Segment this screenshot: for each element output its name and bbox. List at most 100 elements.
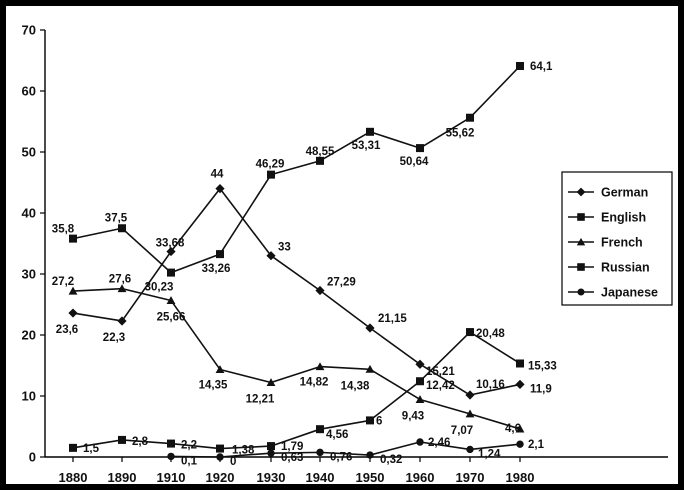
data-label: 14,38: [341, 380, 370, 392]
data-label: 30,23: [145, 282, 174, 294]
data-label: 23,6: [56, 324, 78, 336]
data-point: [266, 378, 276, 387]
data-point: [68, 308, 78, 318]
data-point: [117, 284, 127, 293]
data-point: [69, 234, 77, 243]
data-point: [216, 444, 224, 453]
data-point: [516, 359, 524, 368]
data-label: 7,07: [451, 425, 473, 437]
data-label: 1,79: [281, 441, 303, 453]
data-label: 44: [211, 169, 224, 181]
data-point: [215, 184, 225, 194]
data-label: 46,29: [256, 159, 285, 171]
y-tick-label: 0: [29, 450, 36, 465]
data-point: [167, 452, 175, 461]
data-label: 14,35: [199, 379, 228, 391]
data-point: [466, 328, 474, 337]
legend-marker: [577, 263, 585, 271]
legend-label: Russian: [601, 261, 650, 275]
label-layer: 23,6 22,3 33,68 44 33 27,29 21,15 15,21 10,16 11,…: [52, 61, 557, 468]
data-label: 0,1: [181, 455, 198, 467]
series-line-japanese: [170, 441, 521, 458]
data-label: 27,6: [109, 274, 131, 286]
y-tick-label: 20: [22, 328, 36, 343]
data-point: [516, 61, 524, 70]
data-point: [266, 251, 276, 261]
data-point: [215, 365, 225, 373]
data-label: 35,8: [52, 224, 75, 236]
data-label: 55,62: [446, 128, 475, 140]
x-tick-label: 1910: [157, 470, 186, 485]
data-point: [366, 127, 374, 136]
data-point: [416, 377, 424, 386]
data-label: 1,5: [83, 443, 100, 455]
data-label: 27,29: [327, 277, 356, 289]
data-point: [515, 424, 525, 433]
y-tick-label: 60: [22, 84, 36, 99]
data-label: 15,33: [528, 360, 557, 372]
data-point: [315, 285, 325, 296]
data-label: 0,32: [380, 454, 402, 466]
x-tick-label: 1940: [306, 470, 335, 485]
data-point: [415, 359, 425, 369]
data-label: 14,82: [300, 377, 329, 389]
x-ticks: 1880 1890 1910 1920 1930 1940 1950 1960 1970 1980: [59, 457, 535, 485]
data-label: 0,63: [281, 452, 303, 464]
data-label: 11,9: [530, 383, 552, 395]
data-point: [216, 453, 224, 461]
data-label: 20,48: [476, 328, 505, 340]
data-point: [267, 449, 275, 457]
data-label: 53,31: [352, 140, 381, 152]
data-point: [167, 268, 175, 277]
data-label: 2,2: [181, 440, 197, 452]
y-tick-label: 50: [22, 145, 36, 160]
series-line-russian: [72, 331, 521, 450]
x-tick-label: 1980: [506, 470, 535, 485]
series-line-french: [72, 287, 521, 430]
series-line-english: [72, 65, 521, 274]
x-tick-label: 1930: [257, 470, 286, 485]
data-point: [315, 362, 325, 371]
data-label: 50,64: [400, 156, 429, 168]
data-label: 33,26: [202, 263, 231, 275]
x-tick-label: 1960: [406, 470, 435, 485]
x-tick-label: 1970: [456, 470, 485, 485]
data-point: [316, 156, 324, 165]
x-tick-label: 1880: [59, 470, 88, 485]
y-tick-label: 70: [22, 23, 36, 38]
data-label: 9,43: [402, 410, 424, 422]
data-label: 0: [230, 456, 236, 468]
data-label: 0,76: [330, 451, 352, 463]
data-label: 33,68: [156, 238, 185, 250]
data-label: 1,38: [232, 445, 255, 457]
data-point: [516, 440, 524, 448]
data-point: [316, 448, 324, 457]
data-point: [466, 113, 474, 122]
legend-label: German: [601, 186, 648, 200]
data-label: 1,24: [478, 448, 501, 460]
data-point: [316, 425, 324, 434]
data-point: [69, 443, 77, 452]
data-label: 4,6: [505, 423, 521, 435]
data-point: [416, 438, 424, 446]
data-point: [416, 144, 424, 153]
data-point: [465, 390, 475, 400]
y-ticks: 0 10 20 30 40 50 60 70: [22, 23, 45, 465]
data-label: 4,56: [326, 429, 348, 441]
data-label: 37,5: [105, 212, 128, 224]
legend: German English French Russian Japanese: [561, 171, 673, 306]
data-point: [515, 379, 525, 390]
data-point: [267, 442, 275, 451]
y-tick-label: 40: [22, 206, 36, 221]
data-label: 64,1: [530, 61, 553, 73]
data-point: [166, 246, 176, 257]
series-layer: [68, 61, 525, 461]
data-point: [167, 439, 175, 448]
x-tick-label: 1890: [108, 470, 137, 485]
data-point: [366, 416, 374, 425]
data-point: [68, 286, 78, 295]
legend-marker: [576, 237, 586, 246]
x-tick-label: 1950: [356, 470, 385, 485]
data-point: [216, 250, 224, 259]
legend-items: German English French Russian Japanese: [568, 186, 658, 300]
